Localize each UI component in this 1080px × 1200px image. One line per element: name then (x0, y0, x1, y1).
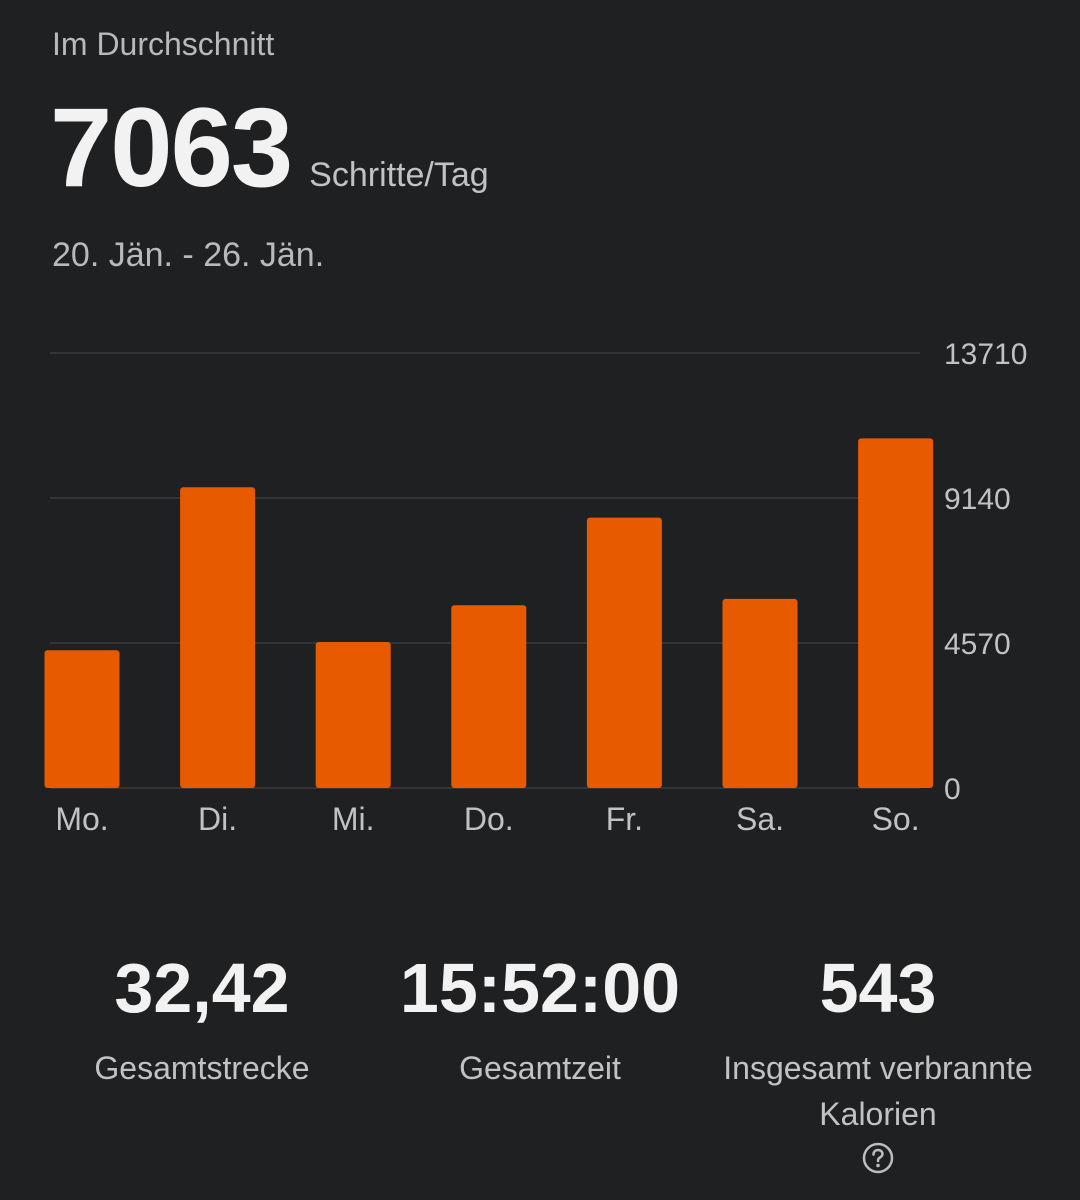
x-tick-label-mo: Mo. (55, 801, 108, 837)
x-tick-label-so: So. (872, 801, 920, 837)
y-tick-label-3: 13710 (944, 338, 1027, 371)
average-label: Im Durchschnitt (52, 26, 275, 62)
x-tick-label-fr: Fr. (606, 801, 643, 837)
steps-bar-chart[interactable]: Mo. Di. Mi. Do. Fr. Sa. So. 0 4570 9140 13710 (0, 320, 1080, 860)
bar-di[interactable] (180, 487, 256, 788)
total-calories-value: 543 (819, 949, 937, 1027)
x-tick-label-mi: Mi. (332, 801, 375, 837)
y-tick-label-0: 0 (944, 773, 961, 806)
average-steps-unit: Schritte/Tag (309, 156, 489, 194)
total-time-label: Gesamtzeit (459, 1050, 621, 1086)
x-tick-label-sa: Sa. (736, 801, 784, 837)
total-time-value: 15:52:00 (399, 949, 681, 1027)
y-tick-label-2: 9140 (944, 483, 1011, 516)
total-calories-label: Insgesamt verbrannte Kalorien (723, 1050, 1033, 1133)
bar-fr[interactable] (586, 517, 662, 788)
average-steps-value: 7063 (50, 85, 293, 210)
stat-total-time: 15:52:00 Gesamtzeit (400, 950, 680, 1091)
total-distance-label: Gesamtstrecke (94, 1050, 310, 1086)
stat-total-calories: 543 Insgesamt verbrannte Kalorien (713, 950, 1043, 1179)
bar-so[interactable] (858, 438, 934, 788)
total-distance-value: 32,42 (114, 949, 290, 1027)
x-tick-label-do: Do. (464, 801, 514, 837)
bar-do[interactable] (451, 605, 527, 788)
x-tick-label-di: Di. (198, 801, 237, 837)
question-circle-icon[interactable] (862, 1142, 894, 1174)
bar-mo[interactable] (44, 650, 120, 788)
y-tick-label-1: 4570 (944, 628, 1011, 661)
average-row: 7063 Schritte/Tag (50, 92, 489, 204)
stat-total-distance: 32,42 Gesamtstrecke (94, 950, 309, 1091)
bar-mi[interactable] (315, 642, 391, 788)
bar-sa[interactable] (722, 598, 798, 788)
date-range: 20. Jän. - 26. Jän. (52, 236, 325, 274)
